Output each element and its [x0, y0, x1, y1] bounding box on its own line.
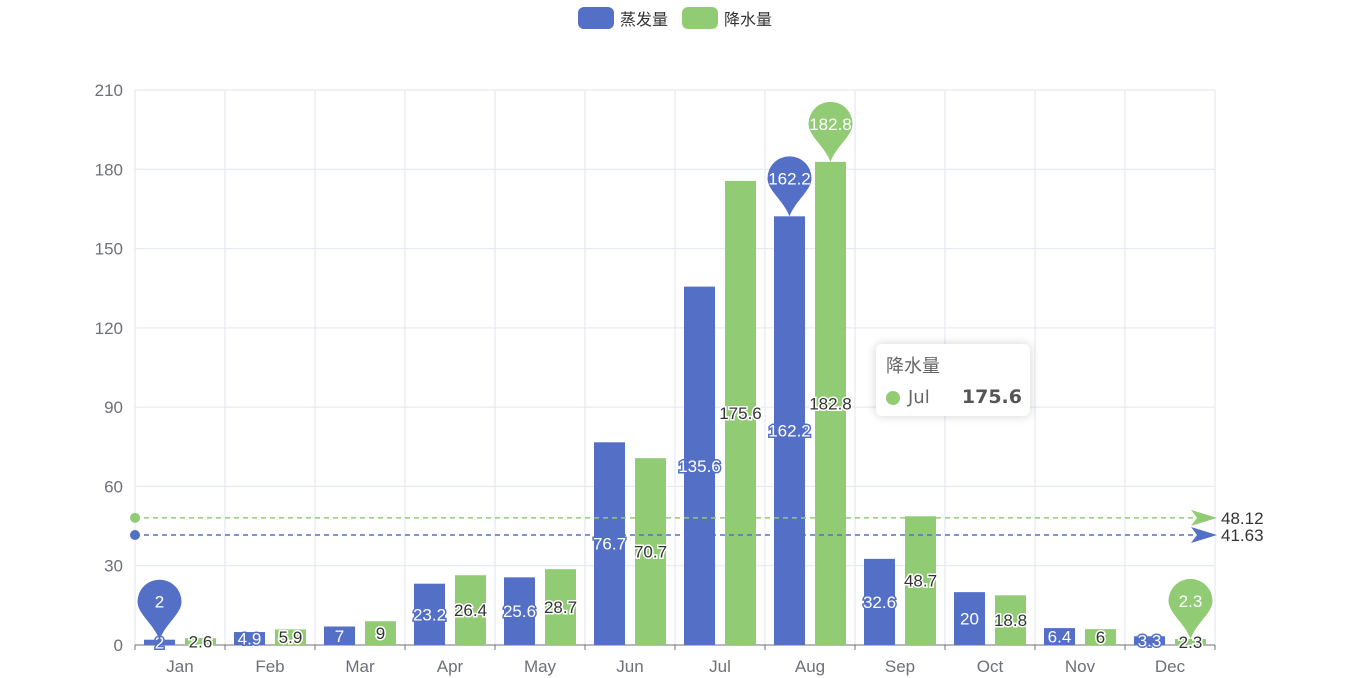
y-tick-label: 90 — [104, 398, 123, 417]
mark-point-label: 2.3 — [1179, 592, 1203, 611]
x-tick-label: May — [524, 657, 557, 676]
x-tick-label: Jul — [709, 657, 731, 676]
mark-point-label: 2 — [155, 593, 164, 612]
bar-precipitation — [455, 575, 486, 645]
y-tick-label: 0 — [114, 636, 123, 655]
y-tick-label: 30 — [104, 557, 123, 576]
x-tick-label: Aug — [795, 657, 825, 676]
bar-precipitation — [815, 161, 846, 645]
tooltip-title: 降水量 — [886, 356, 940, 377]
mark-point-pin — [1168, 578, 1213, 639]
bar-precipitation — [635, 458, 666, 645]
tooltip-value: 175.6 — [961, 386, 1022, 408]
bar-evaporation — [1044, 628, 1075, 645]
bar-evaporation — [504, 577, 535, 645]
bar-evaporation — [324, 626, 355, 645]
data-label-evaporation: 32.6 — [863, 593, 896, 612]
data-label-precipitation: 18.8 — [994, 611, 1027, 630]
bar-evaporation — [864, 558, 895, 645]
data-label-precipitation: 5.9 — [279, 628, 303, 647]
y-tick-label: 120 — [95, 319, 123, 338]
mark-line-label: 41.63 — [1221, 526, 1264, 545]
bar-evaporation — [774, 216, 805, 646]
legend-label-precipitation: 降水量 — [724, 10, 773, 29]
data-label-evaporation: 7 — [335, 627, 344, 646]
mark-point-label: 162.2 — [768, 169, 811, 188]
y-tick-label: 150 — [95, 240, 123, 259]
x-tick-label: Nov — [1065, 657, 1096, 676]
tooltip-dot-icon — [886, 391, 900, 405]
legend-swatch-evaporation — [577, 7, 614, 29]
legend-swatch-precipitation — [682, 7, 718, 29]
x-tick-label: Oct — [977, 657, 1004, 676]
bar-precipitation — [995, 595, 1026, 645]
data-label-evaporation: 162.2 — [768, 422, 811, 441]
legend-item-evaporation[interactable]: 蒸发量 — [577, 6, 668, 30]
data-label-evaporation: 25.6 — [503, 602, 536, 621]
legend-item-precipitation[interactable]: 降水量 — [682, 6, 772, 30]
data-label-precipitation: 48.7 — [904, 572, 937, 591]
data-label-precipitation: 9 — [376, 624, 385, 643]
bar-precipitation — [1085, 629, 1116, 645]
tooltip: 降水量 Jul 175.6 — [876, 344, 1030, 416]
bar-evaporation — [954, 592, 985, 645]
bar-evaporation — [684, 286, 715, 645]
x-tick-label: Dec — [1155, 657, 1186, 676]
y-tick-label: 180 — [95, 160, 123, 179]
y-tick-label: 60 — [104, 477, 123, 496]
x-tick-label: Feb — [255, 657, 284, 676]
data-label-precipitation: 182.8 — [809, 394, 852, 413]
mark-line-arrow — [1191, 526, 1217, 543]
bar-evaporation — [414, 583, 445, 645]
data-label-precipitation: 2.3 — [1179, 633, 1203, 652]
bar-precipitation — [725, 180, 756, 645]
x-tick-label: Jun — [616, 657, 643, 676]
mark-point-label: 182.8 — [809, 115, 852, 134]
data-label-evaporation: 135.6 — [678, 457, 721, 476]
y-tick-label: 210 — [95, 81, 123, 100]
data-label-precipitation: 26.4 — [454, 601, 487, 620]
mark-point-pin — [808, 101, 853, 162]
mark-point-pin — [767, 156, 812, 217]
data-label-precipitation: 28.7 — [544, 598, 577, 617]
bar-evaporation — [234, 632, 265, 645]
mark-point-pin — [137, 579, 182, 640]
tooltip-category: Jul — [908, 387, 930, 408]
mark-line-arrow — [1191, 509, 1217, 526]
data-label-evaporation: 20 — [960, 610, 979, 629]
x-tick-label: Sep — [885, 657, 915, 676]
data-label-evaporation: 2 — [155, 633, 164, 652]
bar-evaporation — [594, 442, 625, 645]
bar-precipitation — [185, 638, 216, 645]
data-label-evaporation: 4.9 — [238, 630, 262, 649]
data-label-evaporation: 6.4 — [1048, 628, 1072, 647]
x-tick-label: Mar — [345, 657, 375, 676]
bar-precipitation — [365, 621, 396, 645]
legend: 蒸发量 降水量 — [0, 6, 1350, 30]
x-tick-label: Apr — [437, 657, 464, 676]
bar-evaporation — [1134, 636, 1165, 645]
data-label-precipitation: 2.6 — [189, 633, 213, 652]
data-label-precipitation: 175.6 — [719, 404, 762, 423]
data-label-precipitation: 6 — [1096, 628, 1105, 647]
data-label-evaporation: 3.3 — [1138, 632, 1162, 651]
data-label-evaporation: 76.7 — [593, 535, 626, 554]
x-tick-label: Jan — [166, 657, 193, 676]
bar-precipitation — [1175, 638, 1206, 645]
bar-precipitation — [275, 629, 306, 645]
bar-precipitation — [905, 516, 936, 645]
bar-evaporation — [144, 639, 175, 645]
mark-line-label: 48.12 — [1221, 509, 1264, 528]
bar-precipitation — [545, 569, 576, 645]
legend-label-evaporation: 蒸发量 — [619, 10, 668, 29]
data-label-precipitation: 70.7 — [634, 543, 667, 562]
data-label-evaporation: 23.2 — [413, 605, 446, 624]
